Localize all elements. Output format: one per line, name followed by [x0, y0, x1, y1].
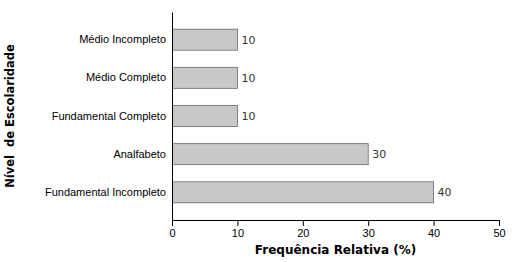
data-label: 10	[241, 110, 255, 123]
y-axis: Fundamental Incompleto Analfabeto Fundamen…	[45, 13, 173, 221]
data-labels: 40 30 10 10 10	[241, 34, 451, 200]
tick-label: Médio Completo	[86, 71, 166, 83]
y-tick: Analfabeto	[113, 148, 172, 160]
x-tick: 50	[493, 220, 505, 239]
tick-label: 40	[428, 227, 440, 239]
data-label: 10	[241, 34, 255, 47]
y-axis-title: Nível de Escolaridade	[3, 44, 17, 188]
tick-mark	[303, 220, 304, 226]
chart: 0 10 20 30 40 50 Fundamental Incompleto Analfab…	[0, 0, 523, 262]
data-label: 30	[372, 148, 386, 161]
x-tick: 20	[297, 220, 309, 239]
bar	[172, 144, 368, 165]
x-tick: 40	[428, 220, 440, 239]
tick-mark	[499, 220, 500, 226]
tick-label: Fundamental Completo	[52, 110, 166, 122]
tick-mark	[368, 220, 369, 226]
tick-label: 0	[169, 227, 175, 239]
y-tick: Fundamental Completo	[52, 110, 172, 122]
tick-label: Fundamental Incompleto	[45, 186, 166, 198]
tick-label: 10	[232, 227, 244, 239]
y-tick: Médio Completo	[86, 71, 172, 83]
tick-label: Analfabeto	[113, 148, 166, 160]
tick-label: 30	[363, 227, 375, 239]
y-tick: Fundamental Incompleto	[45, 186, 172, 198]
x-axis: 0 10 20 30 40 50	[169, 220, 505, 239]
axis-line	[173, 221, 500, 227]
x-tick: 30	[363, 220, 375, 239]
bar	[172, 67, 237, 88]
data-label: 10	[241, 72, 255, 85]
x-tick: 0	[169, 220, 175, 239]
bar	[172, 106, 237, 127]
x-axis-title: Frequência Relativa (%)	[255, 243, 416, 257]
bars	[172, 29, 434, 203]
tick-label: 20	[297, 227, 309, 239]
x-tick: 10	[232, 220, 244, 239]
tick-mark	[172, 220, 173, 226]
tick-mark	[434, 220, 435, 226]
bar	[172, 29, 237, 50]
tick-mark	[237, 220, 238, 226]
tick-label: 50	[493, 227, 505, 239]
data-label: 40	[438, 186, 452, 199]
axis-line	[172, 13, 173, 221]
y-tick: Médio Incompleto	[79, 33, 172, 45]
bar	[172, 182, 434, 203]
tick-label: Médio Incompleto	[79, 33, 166, 45]
plot: 0 10 20 30 40 50 Fundamental Incompleto Analfab…	[45, 13, 506, 239]
